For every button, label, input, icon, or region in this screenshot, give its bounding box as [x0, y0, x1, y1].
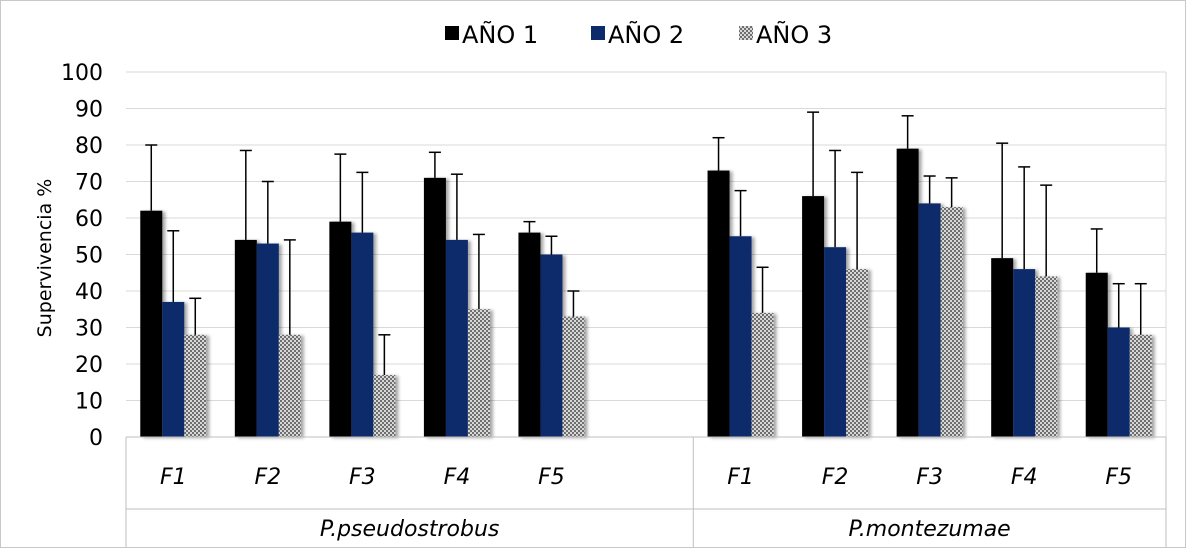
bar	[918, 203, 941, 437]
error-bars	[145, 111, 1147, 375]
bar	[940, 207, 963, 437]
bar	[1107, 327, 1130, 437]
bar	[540, 254, 563, 437]
bars	[140, 148, 1152, 438]
bar	[445, 239, 468, 437]
bar	[467, 309, 490, 437]
x-category-label: F3	[349, 465, 376, 490]
bar	[184, 334, 207, 437]
legend-swatch	[591, 26, 605, 40]
legend-label: AÑO 1	[462, 19, 538, 49]
bar	[373, 374, 396, 437]
y-tick-label: 100	[61, 61, 103, 86]
bar	[351, 232, 374, 437]
y-tick-label: 70	[75, 171, 103, 196]
bar	[846, 269, 869, 437]
x-category-label: F4	[444, 465, 471, 490]
bar	[991, 258, 1014, 437]
bar	[1129, 334, 1152, 437]
x-group-label: P.pseudostrobus	[320, 517, 500, 542]
bar	[1085, 272, 1108, 437]
legend-swatch	[739, 26, 753, 40]
y-axis-ticks: 0 10 20 30 40 50 60 70 80 90 100	[61, 61, 103, 451]
bar	[802, 196, 825, 437]
bar	[140, 210, 163, 437]
bar	[751, 312, 774, 437]
bar	[234, 239, 257, 437]
bar	[256, 243, 279, 437]
x-category-label: F4	[1011, 465, 1038, 490]
legend-label: AÑO 2	[608, 19, 684, 49]
bar	[1035, 276, 1058, 437]
y-tick-label: 50	[75, 244, 103, 269]
bar	[729, 236, 752, 437]
y-tick-label: 80	[75, 134, 103, 159]
legend-label: AÑO 3	[756, 19, 832, 49]
y-tick-label: 20	[75, 353, 103, 378]
x-category-label: F1	[727, 465, 754, 490]
bar	[562, 316, 585, 437]
bar	[518, 232, 541, 437]
bar	[1013, 269, 1036, 437]
y-tick-label: 0	[89, 426, 103, 451]
x-category-label: F1	[160, 465, 187, 490]
y-tick-label: 40	[75, 280, 103, 305]
bar	[824, 247, 847, 437]
bar	[162, 301, 185, 437]
bar	[278, 334, 301, 437]
y-tick-label: 90	[75, 98, 103, 123]
x-category-label: F5	[1105, 465, 1132, 490]
y-tick-label: 10	[75, 390, 103, 415]
legend-swatch	[445, 26, 459, 40]
x-category-label: F5	[538, 465, 565, 490]
x-axis: F1 F2 F3 F4 F5 F1 F2 F3 F4 F5 P.pseudostrobus P.mon…	[125, 436, 1167, 547]
bar	[423, 177, 446, 437]
y-tick-label: 30	[75, 317, 103, 342]
x-category-label: F2	[254, 465, 281, 490]
x-category-label: F3	[916, 465, 943, 490]
y-axis-label: Supervivencia %	[34, 179, 56, 338]
x-group-label: P.montezumae	[849, 517, 1011, 542]
bar	[329, 221, 352, 437]
bar	[707, 170, 730, 438]
legend: AÑO 1 AÑO 2 AÑO 3	[445, 19, 832, 49]
x-category-label: F2	[822, 465, 849, 490]
y-tick-label: 60	[75, 207, 103, 232]
bar	[896, 148, 919, 437]
